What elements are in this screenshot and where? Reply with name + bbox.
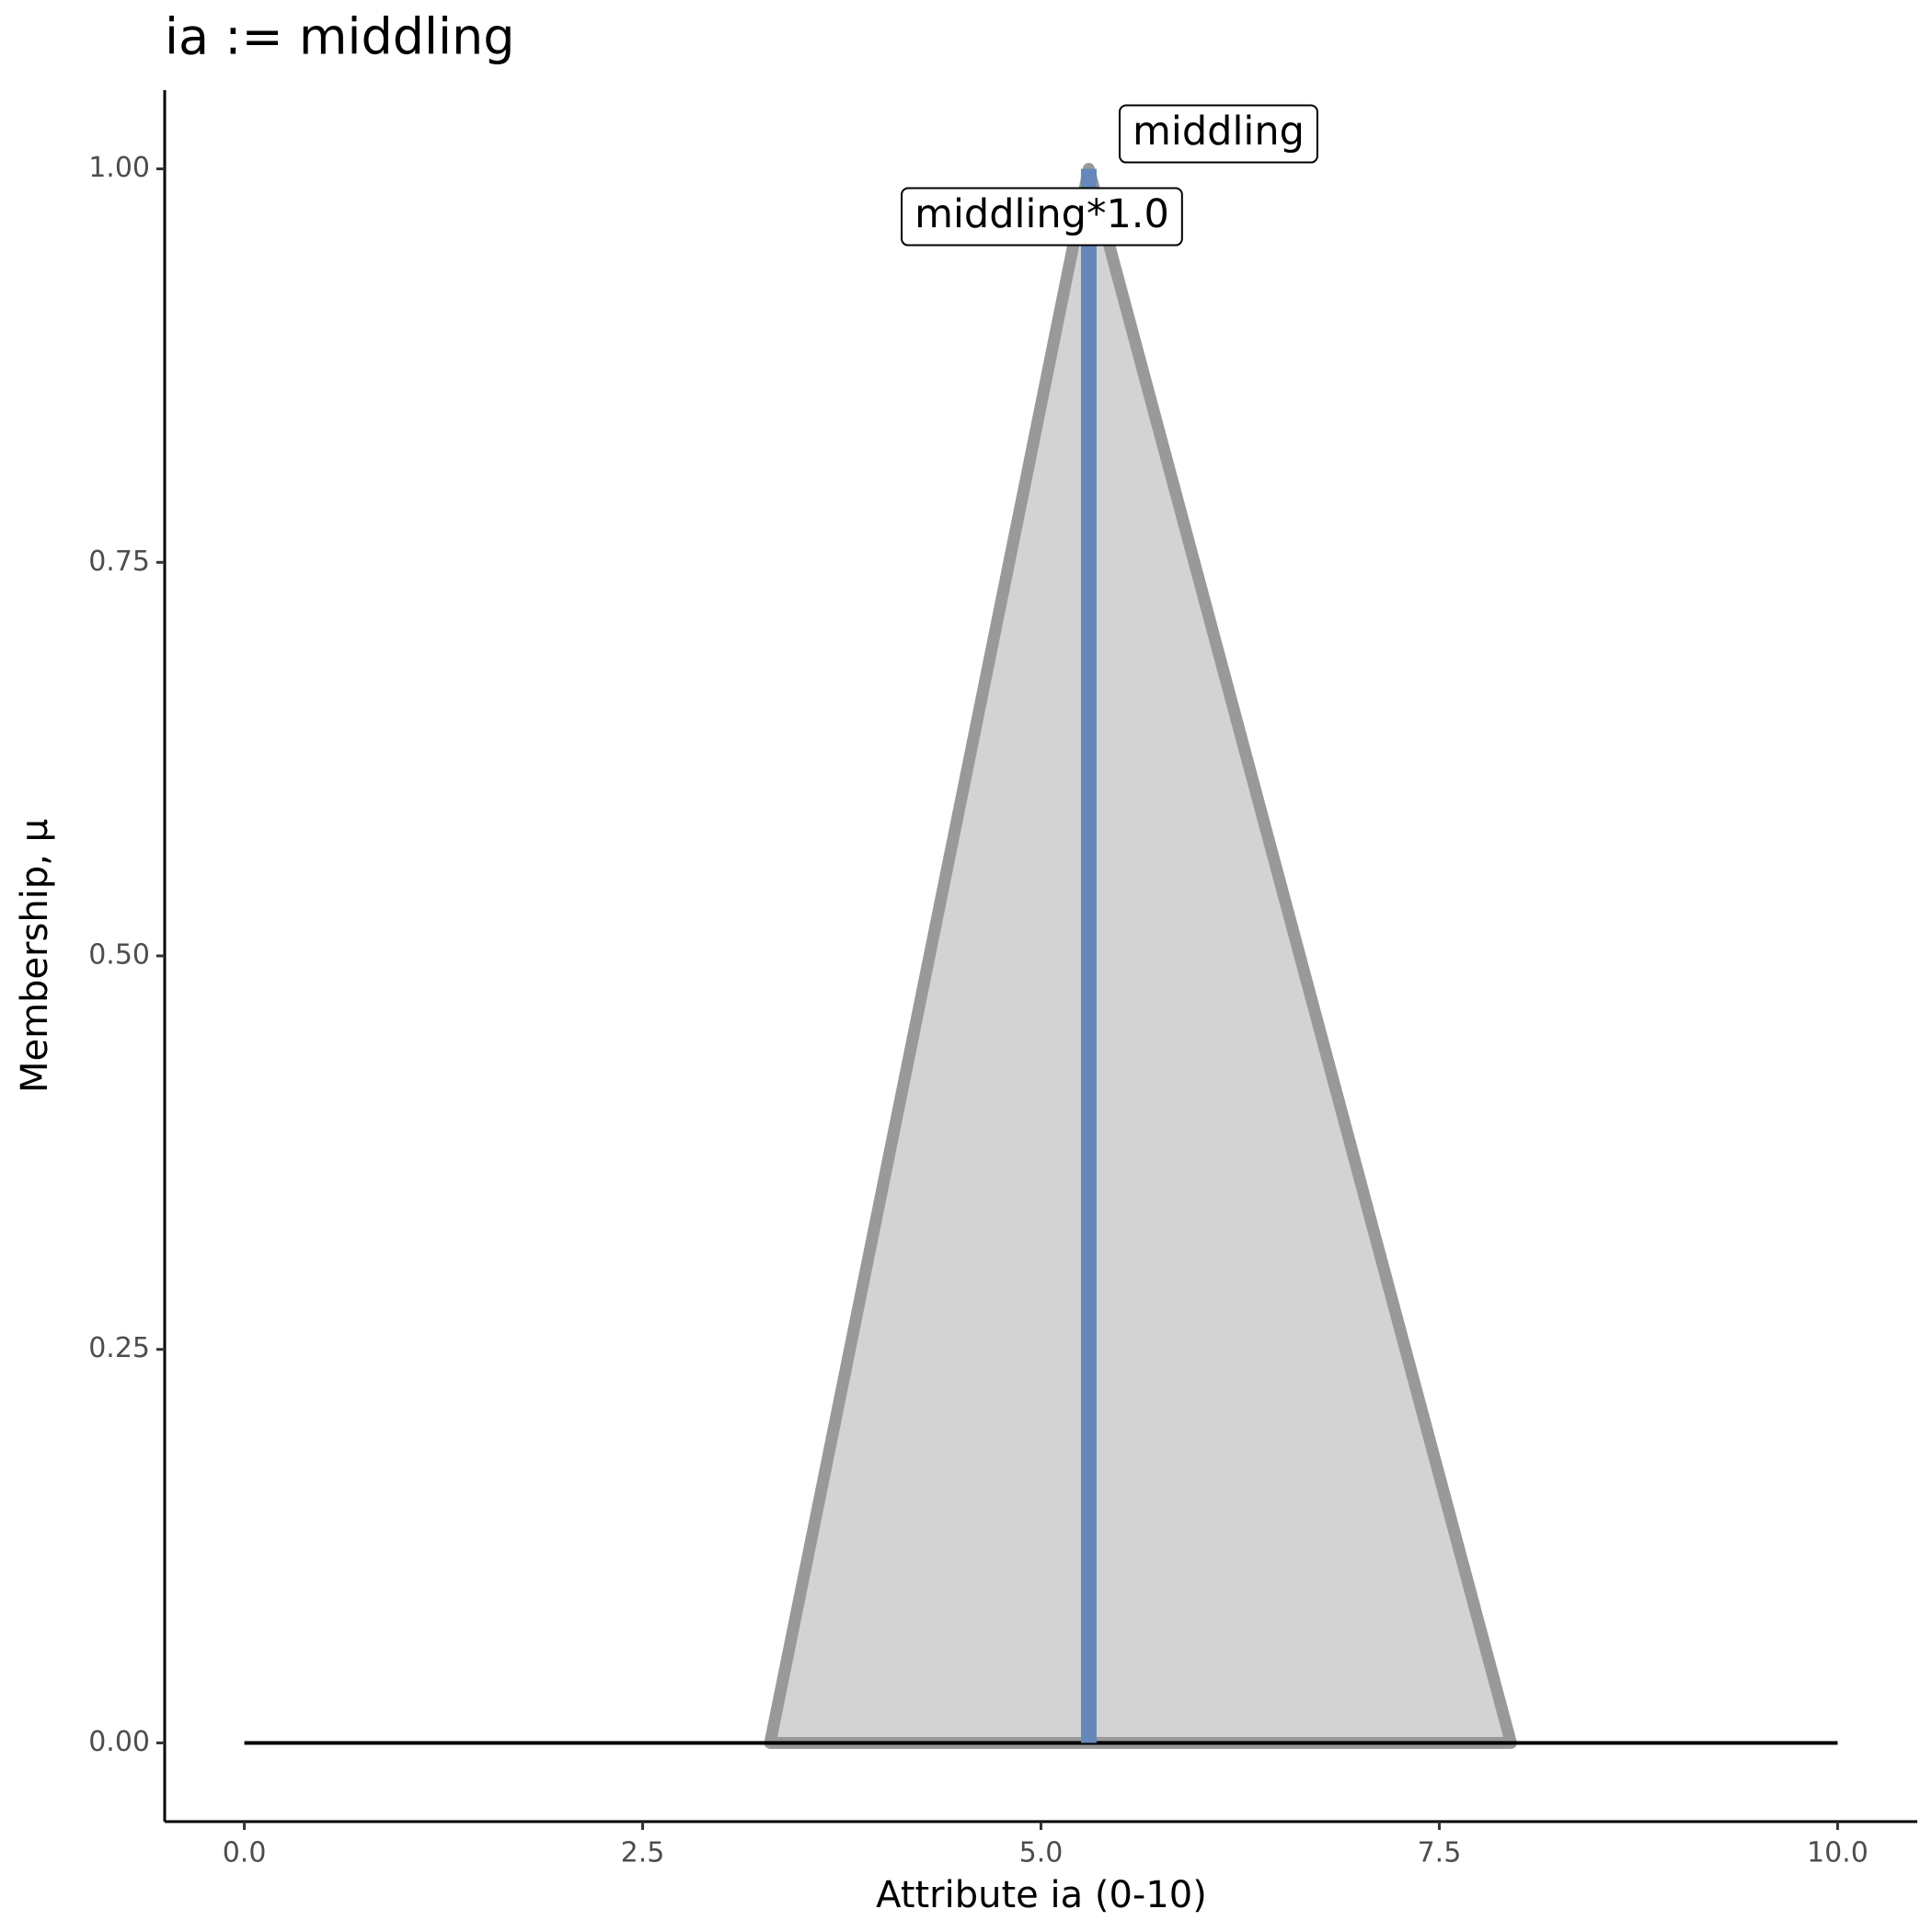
annotation-box [901, 187, 1183, 247]
y-tick-label: 0.25 [88, 1332, 150, 1364]
x-tick-label: 0.0 [223, 1837, 267, 1869]
x-axis-label: Attribute ia (0-10) [876, 1874, 1207, 1916]
annotation-label: middling [1133, 109, 1305, 155]
x-tick-label: 7.5 [1418, 1837, 1462, 1869]
x-tick-label: 10.0 [1807, 1837, 1869, 1869]
y-tick-label: 0.50 [88, 939, 150, 972]
y-tick-label: 1.00 [88, 152, 150, 184]
annotation-label: middling*1.0 [914, 191, 1169, 237]
y-tick-label: 0.00 [88, 1726, 150, 1758]
y-axis-label: Membership, μ [14, 819, 56, 1093]
annotation-box [1119, 104, 1318, 164]
x-tick-label: 2.5 [621, 1837, 665, 1869]
x-tick-label: 5.0 [1019, 1837, 1064, 1869]
y-tick-label: 0.75 [88, 546, 150, 578]
chart-title: ia := middling [165, 8, 515, 66]
